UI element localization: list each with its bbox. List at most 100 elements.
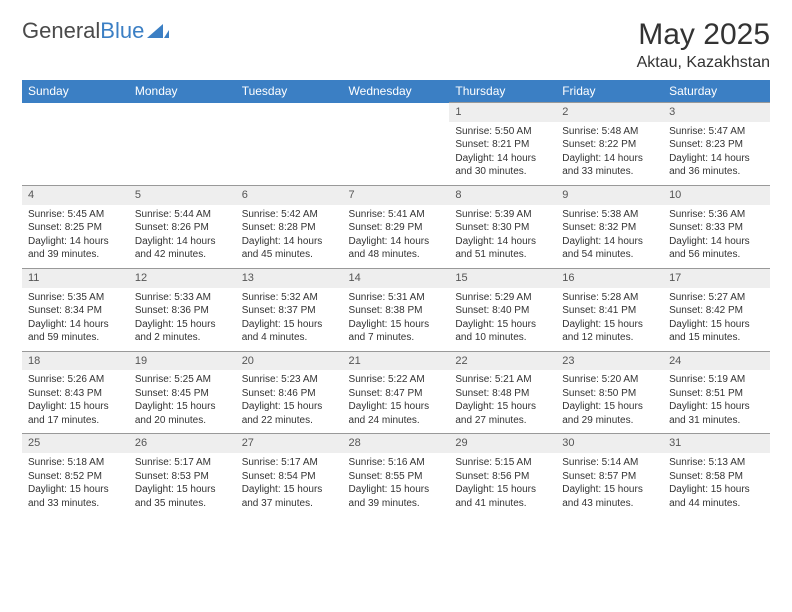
day-number-cell: 15 bbox=[449, 268, 556, 287]
daylight-text: and 15 minutes. bbox=[669, 331, 764, 345]
sunset-text: Sunset: 8:36 PM bbox=[135, 304, 230, 318]
sunset-text: Sunset: 8:29 PM bbox=[349, 221, 444, 235]
daylight-text: Daylight: 14 hours bbox=[28, 318, 123, 332]
logo: GeneralBlue bbox=[22, 18, 169, 44]
day-number-cell: 6 bbox=[236, 185, 343, 204]
sunset-text: Sunset: 8:50 PM bbox=[562, 387, 657, 401]
day-number-row: 25262728293031 bbox=[22, 434, 770, 453]
daylight-text: and 7 minutes. bbox=[349, 331, 444, 345]
day-detail-cell: Sunrise: 5:25 AMSunset: 8:45 PMDaylight:… bbox=[129, 370, 236, 434]
daylight-text: and 51 minutes. bbox=[455, 248, 550, 262]
day-detail-cell: Sunrise: 5:21 AMSunset: 8:48 PMDaylight:… bbox=[449, 370, 556, 434]
day-number-cell: 3 bbox=[663, 103, 770, 122]
daylight-text: Daylight: 15 hours bbox=[349, 318, 444, 332]
sunset-text: Sunset: 8:41 PM bbox=[562, 304, 657, 318]
day-detail-cell: Sunrise: 5:47 AMSunset: 8:23 PMDaylight:… bbox=[663, 122, 770, 186]
daylight-text: and 12 minutes. bbox=[562, 331, 657, 345]
sunset-text: Sunset: 8:48 PM bbox=[455, 387, 550, 401]
day-number-cell: 7 bbox=[343, 185, 450, 204]
day-detail-cell: Sunrise: 5:14 AMSunset: 8:57 PMDaylight:… bbox=[556, 453, 663, 516]
day-number-cell: 13 bbox=[236, 268, 343, 287]
sunset-text: Sunset: 8:46 PM bbox=[242, 387, 337, 401]
sunrise-text: Sunrise: 5:28 AM bbox=[562, 291, 657, 305]
daylight-text: and 24 minutes. bbox=[349, 414, 444, 428]
day-number-cell: 23 bbox=[556, 351, 663, 370]
day-number-cell: 18 bbox=[22, 351, 129, 370]
sunset-text: Sunset: 8:52 PM bbox=[28, 470, 123, 484]
day-header: Saturday bbox=[663, 80, 770, 103]
sunrise-text: Sunrise: 5:26 AM bbox=[28, 373, 123, 387]
daylight-text: Daylight: 15 hours bbox=[135, 318, 230, 332]
sunset-text: Sunset: 8:56 PM bbox=[455, 470, 550, 484]
daylight-text: Daylight: 14 hours bbox=[28, 235, 123, 249]
sunrise-text: Sunrise: 5:25 AM bbox=[135, 373, 230, 387]
logo-text: GeneralBlue bbox=[22, 18, 144, 44]
logo-text-2: Blue bbox=[100, 18, 144, 43]
daylight-text: Daylight: 14 hours bbox=[669, 235, 764, 249]
sunset-text: Sunset: 8:38 PM bbox=[349, 304, 444, 318]
sunset-text: Sunset: 8:23 PM bbox=[669, 138, 764, 152]
daylight-text: and 54 minutes. bbox=[562, 248, 657, 262]
sunset-text: Sunset: 8:47 PM bbox=[349, 387, 444, 401]
daylight-text: Daylight: 14 hours bbox=[242, 235, 337, 249]
daylight-text: Daylight: 15 hours bbox=[669, 483, 764, 497]
sunrise-text: Sunrise: 5:38 AM bbox=[562, 208, 657, 222]
day-header: Wednesday bbox=[343, 80, 450, 103]
daylight-text: Daylight: 15 hours bbox=[562, 400, 657, 414]
day-number-cell bbox=[129, 103, 236, 122]
day-number-cell: 14 bbox=[343, 268, 450, 287]
daylight-text: and 42 minutes. bbox=[135, 248, 230, 262]
day-header: Friday bbox=[556, 80, 663, 103]
sunrise-text: Sunrise: 5:50 AM bbox=[455, 125, 550, 139]
day-number-cell bbox=[22, 103, 129, 122]
day-number-cell bbox=[236, 103, 343, 122]
month-title: May 2025 bbox=[637, 18, 770, 52]
sunset-text: Sunset: 8:53 PM bbox=[135, 470, 230, 484]
daylight-text: Daylight: 15 hours bbox=[562, 318, 657, 332]
daylight-text: Daylight: 15 hours bbox=[562, 483, 657, 497]
day-detail-cell: Sunrise: 5:19 AMSunset: 8:51 PMDaylight:… bbox=[663, 370, 770, 434]
sunset-text: Sunset: 8:28 PM bbox=[242, 221, 337, 235]
day-header-row: SundayMondayTuesdayWednesdayThursdayFrid… bbox=[22, 80, 770, 103]
logo-text-1: General bbox=[22, 18, 100, 43]
daylight-text: Daylight: 15 hours bbox=[28, 400, 123, 414]
sunset-text: Sunset: 8:57 PM bbox=[562, 470, 657, 484]
daylight-text: and 56 minutes. bbox=[669, 248, 764, 262]
header: GeneralBlue May 2025 Aktau, Kazakhstan bbox=[22, 18, 770, 72]
day-header: Monday bbox=[129, 80, 236, 103]
day-detail-cell: Sunrise: 5:35 AMSunset: 8:34 PMDaylight:… bbox=[22, 288, 129, 352]
daylight-text: Daylight: 15 hours bbox=[669, 400, 764, 414]
day-number-cell: 27 bbox=[236, 434, 343, 453]
day-number-cell: 17 bbox=[663, 268, 770, 287]
day-number-cell: 2 bbox=[556, 103, 663, 122]
sunrise-text: Sunrise: 5:45 AM bbox=[28, 208, 123, 222]
day-number-cell: 12 bbox=[129, 268, 236, 287]
daylight-text: Daylight: 14 hours bbox=[562, 235, 657, 249]
day-detail-cell: Sunrise: 5:33 AMSunset: 8:36 PMDaylight:… bbox=[129, 288, 236, 352]
sunrise-text: Sunrise: 5:39 AM bbox=[455, 208, 550, 222]
day-detail-cell: Sunrise: 5:29 AMSunset: 8:40 PMDaylight:… bbox=[449, 288, 556, 352]
logo-sail-icon bbox=[147, 24, 169, 38]
day-detail-cell bbox=[343, 122, 450, 186]
day-detail-cell: Sunrise: 5:17 AMSunset: 8:53 PMDaylight:… bbox=[129, 453, 236, 516]
day-detail-cell: Sunrise: 5:45 AMSunset: 8:25 PMDaylight:… bbox=[22, 205, 129, 269]
daylight-text: and 10 minutes. bbox=[455, 331, 550, 345]
day-detail-cell: Sunrise: 5:22 AMSunset: 8:47 PMDaylight:… bbox=[343, 370, 450, 434]
day-header: Sunday bbox=[22, 80, 129, 103]
day-number-cell: 24 bbox=[663, 351, 770, 370]
day-number-cell: 9 bbox=[556, 185, 663, 204]
day-number-row: 123 bbox=[22, 103, 770, 122]
sunrise-text: Sunrise: 5:23 AM bbox=[242, 373, 337, 387]
day-number-row: 18192021222324 bbox=[22, 351, 770, 370]
day-detail-cell: Sunrise: 5:39 AMSunset: 8:30 PMDaylight:… bbox=[449, 205, 556, 269]
day-detail-row: Sunrise: 5:35 AMSunset: 8:34 PMDaylight:… bbox=[22, 288, 770, 352]
sunset-text: Sunset: 8:51 PM bbox=[669, 387, 764, 401]
day-number-cell: 16 bbox=[556, 268, 663, 287]
day-number-row: 11121314151617 bbox=[22, 268, 770, 287]
daylight-text: Daylight: 14 hours bbox=[455, 152, 550, 166]
daylight-text: Daylight: 15 hours bbox=[242, 483, 337, 497]
sunrise-text: Sunrise: 5:48 AM bbox=[562, 125, 657, 139]
daylight-text: and 29 minutes. bbox=[562, 414, 657, 428]
daylight-text: and 27 minutes. bbox=[455, 414, 550, 428]
daylight-text: Daylight: 14 hours bbox=[349, 235, 444, 249]
